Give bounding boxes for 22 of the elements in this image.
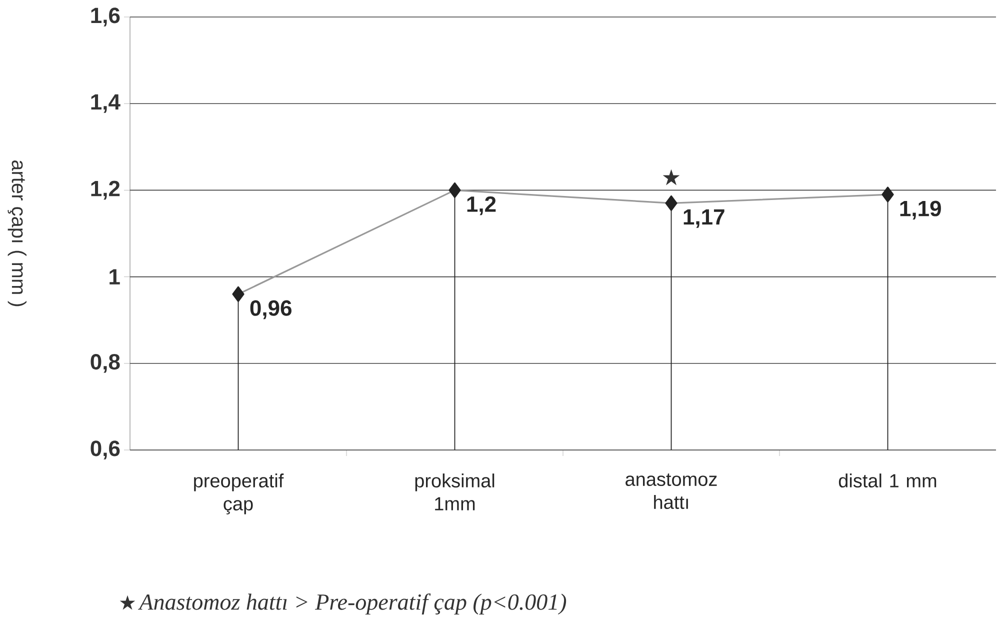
x-tick-label: preoperatif çap bbox=[194, 474, 284, 514]
y-tick-label: 1,4 bbox=[91, 94, 120, 113]
point bbox=[232, 286, 244, 302]
data-label: 1,17 bbox=[684, 209, 724, 228]
x-tick-label: proksimal 1mm bbox=[415, 474, 494, 510]
y-tick-label: 0,6 bbox=[90, 440, 120, 460]
point bbox=[882, 186, 894, 202]
point bbox=[448, 182, 461, 198]
x-tick-label: distal 1 mm bbox=[838, 474, 936, 488]
y-tick-label: 1,6 bbox=[91, 8, 120, 26]
y-axis-title: arter çapı ( mm ) bbox=[8, 160, 26, 306]
data-label: 0,96 bbox=[250, 300, 292, 320]
x-tick-label: anastomoz hattı bbox=[626, 474, 717, 510]
text: ★ bbox=[120, 595, 136, 610]
data-label: 1,19 bbox=[900, 200, 941, 220]
y-tick-label: 1 bbox=[110, 269, 120, 284]
text: Anastomoz hattı > Pre-operatif çap (p<0.001) bbox=[138, 593, 566, 615]
annotation: ★ bbox=[662, 169, 680, 186]
y-tick-label: 0,8 bbox=[90, 354, 120, 373]
data-label: 1,2 bbox=[467, 196, 496, 216]
y-tick-label: 1,2 bbox=[91, 180, 120, 200]
point bbox=[665, 195, 678, 211]
